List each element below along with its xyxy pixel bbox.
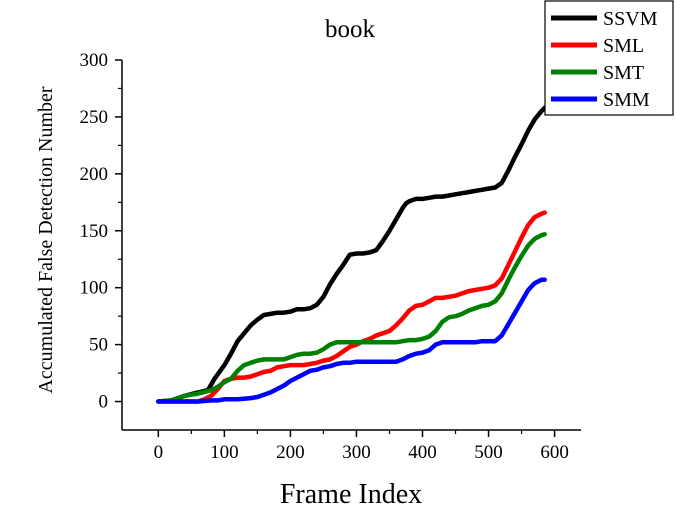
series-layer (156, 105, 547, 404)
series-line-smt (156, 231, 547, 404)
y-tick-label: 100 (80, 278, 109, 299)
y-tick-label: 0 (99, 392, 109, 413)
x-tick-label: 100 (210, 442, 239, 463)
y-axis-label: Accumulated False Detection Number (35, 86, 57, 393)
chart-title: book (325, 16, 376, 43)
x-tick-label: 300 (342, 442, 371, 463)
x-tick-label: 400 (408, 442, 437, 463)
legend: SSVM SML SMT SMM (544, 0, 674, 116)
legend-label-smt: SMT (603, 62, 644, 84)
series-line-ssvm (156, 105, 547, 404)
series-line-smm (156, 277, 547, 404)
y-tick-label: 300 (80, 50, 109, 71)
y-tick-label: 200 (80, 164, 109, 185)
x-tick-label: 200 (276, 442, 305, 463)
x-tick-label: 500 (474, 442, 503, 463)
y-tick-label: 150 (80, 221, 109, 242)
legend-label-ssvm: SSVM (603, 8, 658, 30)
y-tick-label: 50 (89, 335, 108, 356)
x-tick-label: 600 (540, 442, 569, 463)
x-tick-label: 0 (154, 442, 164, 463)
y-tick-label: 250 (80, 107, 109, 128)
axis-ticks: 0 100 200 300 400 500 600 0 50 100 150 200 250 300 (80, 50, 569, 463)
legend-label-sml: SML (603, 35, 644, 57)
x-axis-label: Frame Index (280, 479, 422, 510)
legend-label-smm: SMM (603, 89, 650, 111)
